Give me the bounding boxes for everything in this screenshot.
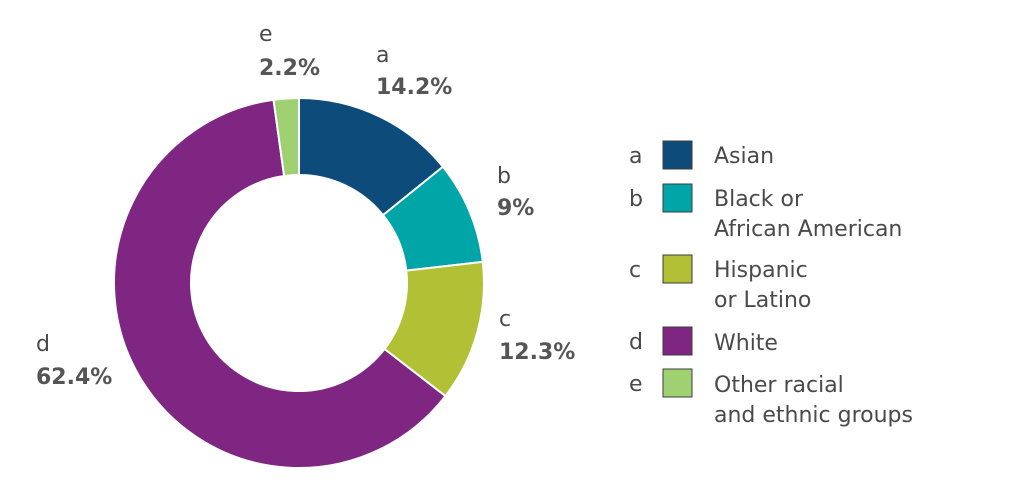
legend-label: Asian [714,144,774,169]
legend-label: White [714,331,778,356]
slice-label-letter-d: d [36,332,50,357]
slice-label-value-b: 9% [497,196,534,221]
slice-label-value-a: 14.2% [376,75,452,100]
legend-swatch [662,326,693,356]
slice-labels: a 14.2% b 9% c 12.3% d 62.4% e 2.2% [36,22,575,390]
slice-label-letter-a: a [376,43,389,68]
legend-item-d: d White [629,326,778,356]
legend-item-e: e Other racial and ethnic groups [629,368,913,428]
legend-letter: a [629,144,642,169]
donut-slices [113,96,485,469]
slice-label-letter-b: b [497,164,511,189]
slice-label-value-c: 12.3% [499,340,575,365]
legend-label: Other racial and ethnic groups [714,373,913,428]
legend-swatch [662,254,693,284]
legend-item-a: a Asian [629,140,774,170]
legend-letter: b [629,187,643,212]
legend: a Asian b Black or African American c Hispanic… [629,140,913,428]
legend-item-b: b Black or African American [629,183,902,242]
legend-label: Hispanic or Latino [714,258,811,313]
donut-slice-e [272,96,300,178]
legend-swatch [662,368,693,398]
legend-letter: d [629,330,643,355]
slice-label-value-d: 62.4% [36,365,112,390]
slice-label-value-e: 2.2% [259,56,320,81]
slice-label-letter-c: c [499,307,511,332]
donut-slice-d [113,98,447,469]
legend-letter: e [629,372,643,397]
legend-swatch [662,140,693,170]
legend-item-c: c Hispanic or Latino [629,254,811,313]
slice-label-letter-e: e [259,22,273,47]
legend-swatch [662,183,693,213]
legend-label: Black or African American [714,187,902,242]
legend-letter: c [629,258,641,283]
